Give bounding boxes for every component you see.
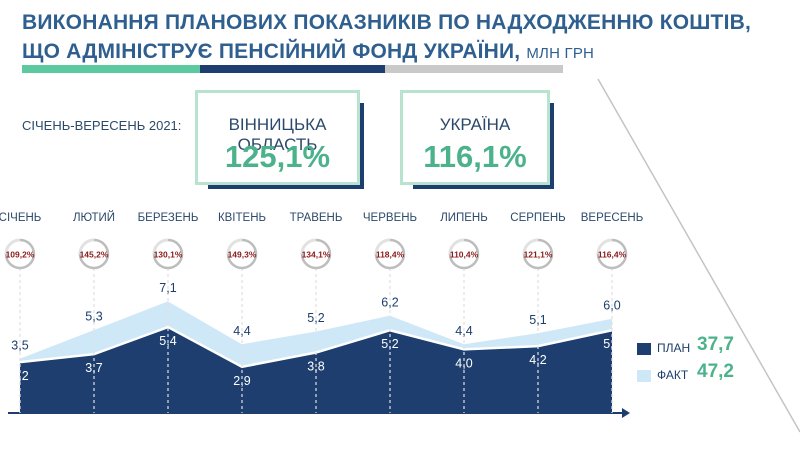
percent-badge-label: 116,4% (598, 250, 627, 260)
chart-title-text: ЩО АДМІНІСТРУЄ ПЕНСІЙНИЙ ФОНД УКРАЇНИ, (22, 40, 521, 63)
month-label: ТРАВЕНЬ (290, 212, 343, 224)
chart-title-line-1: ВИКОНАННЯ ПЛАНОВИХ ПОКАЗНИКІВ ПО НАДХОДЖ… (22, 11, 752, 34)
plan-value-label: 3,8 (307, 360, 324, 374)
percent-badge-arc (226, 238, 243, 255)
legend-total-plan: 37,7 (697, 334, 734, 355)
percent-badge-label: 145,2% (80, 250, 109, 260)
percent-badge-arc (522, 238, 539, 255)
legend-label-fact: ФАКТ (657, 368, 689, 382)
kpi-card-ukraine: УКРАЇНА 116,1% (400, 90, 554, 189)
accent-bar-navy (200, 65, 385, 73)
plan-value-label: 5,2 (603, 337, 620, 351)
chart-title-line-2: ЩО АДМІНІСТРУЄ ПЕНСІЙНИЙ ФОНД УКРАЇНИ, М… (22, 40, 594, 64)
percent-badge-label: 130,1% (154, 250, 183, 260)
plan-value-label: 2,9 (233, 374, 250, 388)
kpi-label: УКРАЇНА (439, 115, 511, 134)
accent-bar-green (22, 65, 200, 73)
legend-swatch-plan (637, 343, 651, 355)
kpi-card-shadow (413, 185, 553, 189)
fact-value-label: 6,2 (381, 295, 398, 309)
kpi-card-shadow (208, 185, 363, 189)
plan-value-label: 5,4 (159, 334, 176, 348)
fact-value-label: 5,1 (529, 313, 546, 327)
percent-badge-label: 134,1% (302, 250, 331, 260)
percent-badge-label: 118,4% (376, 250, 405, 260)
percent-badge-label: 149,3% (228, 250, 257, 260)
fact-value-label: 7,1 (159, 281, 176, 295)
percent-badge-label: 109,2% (6, 250, 35, 260)
percent-badge-arc (596, 238, 613, 255)
kpi-card-shadow (360, 103, 364, 189)
month-label: СІЧЕНЬ (0, 212, 41, 224)
percent-badge-arc (448, 238, 465, 255)
kpi-card-region: ВІННИЦЬКА ОБЛАСТЬ 125,1% (195, 90, 364, 189)
kpi-label: ВІННИЦЬКА ОБЛАСТЬ (228, 115, 327, 154)
x-axis-arrow (622, 408, 630, 418)
percent-badge-arc (374, 238, 391, 255)
plan-value-label: 3,2 (11, 369, 28, 383)
month-label: ВЕРЕСЕНЬ (581, 212, 644, 224)
kpi-value: 116,1% (423, 139, 527, 174)
percent-badge-label: 110,4% (450, 250, 479, 260)
fact-value-label: 3,5 (11, 338, 28, 352)
fact-value-label: 4,4 (455, 324, 472, 338)
fact-value-label: 5,2 (307, 311, 324, 325)
legend-swatch-fact (637, 370, 651, 382)
legend-total-fact: 47,2 (697, 361, 734, 382)
percent-badge-arc (78, 238, 95, 255)
fact-value-label: 5,3 (85, 310, 102, 324)
legend-label-plan: ПЛАН (657, 341, 691, 355)
period-label: СІЧЕНЬ-ВЕРЕСЕНЬ 2021: (22, 118, 182, 133)
month-label: ЧЕРВЕНЬ (363, 212, 417, 224)
plan-value-label: 3,7 (85, 361, 102, 375)
month-label: ЛЮТИЙ (73, 211, 115, 224)
percent-badge-label: 121,1% (524, 250, 553, 260)
month-label: ЛИПЕНЬ (440, 212, 488, 224)
month-label: КВІТЕНЬ (218, 212, 266, 224)
percent-badge-arc (152, 238, 169, 255)
month-label: БЕРЕЗЕНЬ (138, 212, 199, 224)
plan-value-label: 4,0 (455, 356, 472, 370)
plan-value-label: 5,2 (381, 337, 398, 351)
kpi-value: 125,1% (224, 139, 331, 174)
kpi-card-shadow (550, 103, 554, 189)
accent-bar-grey (385, 65, 563, 73)
percent-badge-arc (300, 238, 317, 255)
month-label: СЕРПЕНЬ (510, 212, 565, 224)
fact-value-label: 4,4 (233, 324, 250, 338)
percent-badge-arc (4, 238, 21, 255)
plan-value-label: 4,2 (529, 353, 546, 367)
fact-value-label: 6,0 (603, 299, 620, 313)
chart-unit: МЛН ГРН (526, 45, 595, 62)
